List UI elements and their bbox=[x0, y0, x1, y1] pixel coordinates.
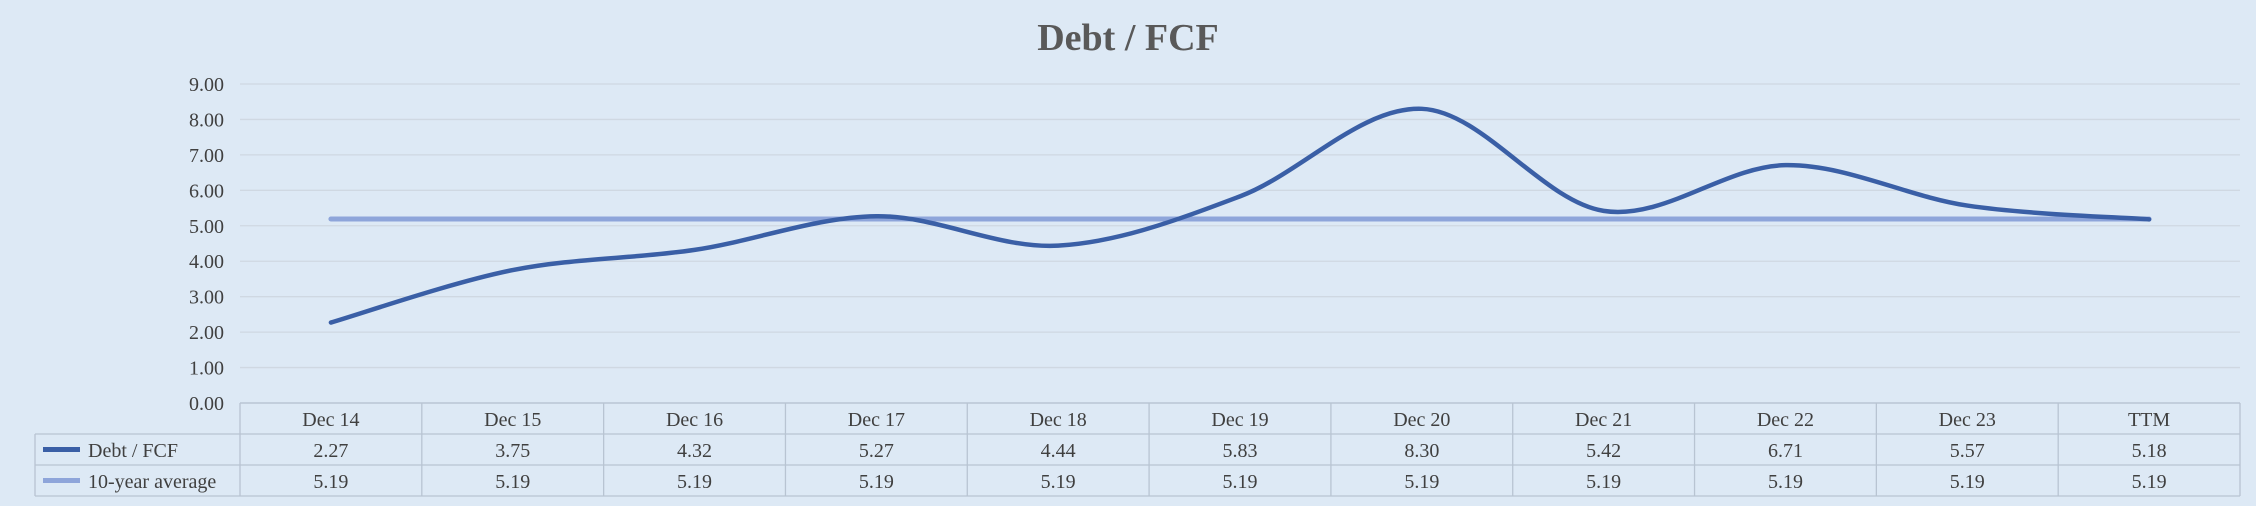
y-tick-label: 8.00 bbox=[189, 109, 224, 131]
x-tick-label: Dec 17 bbox=[848, 409, 905, 431]
table-cell: 3.75 bbox=[495, 440, 530, 462]
y-tick-label: 4.00 bbox=[189, 251, 224, 273]
x-tick-label: Dec 23 bbox=[1939, 409, 1996, 431]
x-tick-label: Dec 19 bbox=[1211, 409, 1268, 431]
x-tick-label: Dec 15 bbox=[484, 409, 541, 431]
series-line-debt-fcf bbox=[328, 106, 2152, 325]
x-tick-label: Dec 20 bbox=[1393, 409, 1450, 431]
table-cell: 5.27 bbox=[859, 440, 894, 462]
table-cell: 2.27 bbox=[313, 440, 348, 462]
legend-label: Debt / FCF bbox=[88, 440, 178, 462]
y-tick-label: 3.00 bbox=[189, 287, 224, 309]
table-cell: 5.19 bbox=[495, 471, 530, 493]
x-tick-label: Dec 18 bbox=[1030, 409, 1087, 431]
y-tick-label: 5.00 bbox=[189, 216, 224, 238]
x-tick-label: Dec 16 bbox=[666, 409, 723, 431]
table-cell: 5.19 bbox=[1768, 471, 1803, 493]
x-tick-label: TTM bbox=[2128, 409, 2170, 431]
x-tick-label: Dec 21 bbox=[1575, 409, 1632, 431]
table-cell: 5.19 bbox=[1586, 471, 1621, 493]
y-tick-label: 9.00 bbox=[189, 74, 224, 96]
table-cell: 6.71 bbox=[1768, 440, 1803, 462]
x-tick-label: Dec 22 bbox=[1757, 409, 1814, 431]
table-cell: 5.19 bbox=[2132, 471, 2167, 493]
table-cell: 5.57 bbox=[1950, 440, 1985, 462]
table-cell: 5.19 bbox=[677, 471, 712, 493]
chart-title: Debt / FCF bbox=[1037, 17, 1219, 59]
table-cell: 4.44 bbox=[1041, 440, 1076, 462]
y-axis: 0.00 1.00 2.00 3.00 4.00 5.00 6.00 7.00 8.00 9.00 bbox=[189, 74, 224, 415]
y-tick-label: 0.00 bbox=[189, 393, 224, 415]
table-cell: 5.19 bbox=[313, 471, 348, 493]
table-cell: 5.19 bbox=[1404, 471, 1439, 493]
grid bbox=[240, 83, 2240, 404]
y-tick-label: 1.00 bbox=[189, 358, 224, 380]
table-cell: 5.19 bbox=[1041, 471, 1076, 493]
x-tick-label: Dec 14 bbox=[302, 409, 359, 431]
data-table: Dec 14 Dec 15 Dec 16 Dec 17 Dec 18 Dec 19 Dec … bbox=[34, 402, 2241, 497]
y-tick-label: 7.00 bbox=[189, 145, 224, 167]
legend-label: 10-year average bbox=[88, 471, 216, 493]
table-cell: 5.19 bbox=[859, 471, 894, 493]
table-cell: 5.18 bbox=[2132, 440, 2167, 462]
table-cell: 8.30 bbox=[1404, 440, 1439, 462]
table-cell: 5.19 bbox=[1223, 471, 1258, 493]
table-cell: 5.19 bbox=[1950, 471, 1985, 493]
table-cell: 5.83 bbox=[1223, 440, 1258, 462]
table-cell: 5.42 bbox=[1586, 440, 1621, 462]
table-cell: 4.32 bbox=[677, 440, 712, 462]
y-tick-label: 6.00 bbox=[189, 180, 224, 202]
y-tick-label: 2.00 bbox=[189, 322, 224, 344]
series-layer bbox=[328, 106, 2152, 325]
